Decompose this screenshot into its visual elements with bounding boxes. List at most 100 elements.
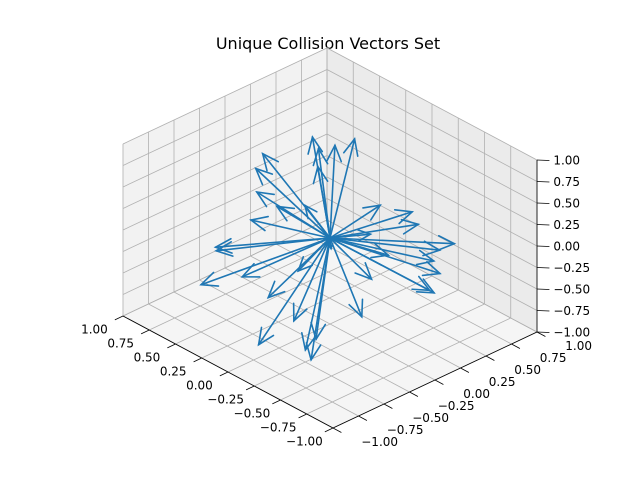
- y-tick-mark: [383, 403, 393, 409]
- vector-shaft: [329, 144, 336, 239]
- vector-arrow: [240, 237, 331, 278]
- y-tick-mark: [332, 427, 342, 433]
- grid-line: [326, 112, 538, 225]
- vector-head: [261, 152, 280, 172]
- vector-arrow: [292, 237, 331, 323]
- vector-arrow: [307, 135, 331, 239]
- vector-arrow: [305, 237, 331, 362]
- x-tick-mark: [114, 315, 124, 321]
- vector-arrow: [329, 218, 421, 239]
- vector-shaft: [255, 191, 331, 239]
- vector-arrow: [214, 237, 331, 257]
- x-tick-label: 0.25: [160, 364, 187, 378]
- grid-line: [175, 247, 380, 345]
- vector-head: [400, 218, 421, 235]
- vector-head: [357, 229, 373, 242]
- y-tick-label: −1.00: [361, 435, 398, 449]
- z-tick-label: 0.00: [553, 239, 580, 253]
- vector-arrow: [329, 237, 391, 259]
- y-tick-mark: [460, 367, 470, 373]
- chart-title: Unique Collision Vectors Set: [216, 34, 440, 53]
- grid-line: [326, 47, 538, 161]
- x-tick-mark: [245, 385, 255, 391]
- vector-shaft: [293, 237, 331, 322]
- vector-arrow: [329, 237, 364, 319]
- vector-head: [249, 215, 269, 232]
- vector-arrow: [199, 237, 331, 287]
- vector-arrow: [329, 234, 457, 251]
- z-tick-label: 0.25: [553, 218, 580, 232]
- vector-shaft: [329, 237, 390, 256]
- grid-line: [122, 47, 328, 145]
- grid-line: [122, 133, 328, 231]
- x-tick-label: −0.25: [207, 392, 244, 406]
- vector-shaft: [310, 237, 331, 361]
- y-tick-label: 0.50: [514, 363, 541, 377]
- x-tick-label: 0.00: [186, 378, 213, 392]
- vector-head: [415, 249, 436, 266]
- x-tick-label: 0.50: [134, 350, 161, 364]
- vector-head: [275, 205, 296, 222]
- vector-arrow: [257, 237, 331, 347]
- vector-shaft: [329, 237, 441, 251]
- y-tick-mark: [434, 379, 444, 385]
- x-tick-mark: [324, 427, 334, 433]
- grid-line: [301, 231, 512, 345]
- grid-line: [122, 219, 328, 317]
- grid-line: [250, 255, 461, 369]
- x-tick-label: −0.50: [234, 406, 271, 420]
- vector-head: [254, 167, 274, 186]
- grid-line: [224, 267, 436, 381]
- vector-arrow: [301, 237, 331, 352]
- x-tick-label: 0.75: [107, 336, 134, 350]
- vector-head: [266, 280, 286, 299]
- vector-head: [421, 260, 442, 277]
- y-tick-label: −0.25: [438, 399, 475, 413]
- vector-shaft: [329, 237, 373, 281]
- x-tick-mark: [140, 329, 150, 335]
- vector-arrow: [326, 143, 343, 239]
- x-tick-mark: [298, 413, 307, 419]
- y-tick-mark: [511, 343, 521, 349]
- y-tick-label: 1.00: [565, 339, 592, 353]
- vector-shaft: [329, 237, 435, 294]
- vector-shaft: [250, 219, 331, 239]
- vector-arrow: [255, 190, 331, 239]
- vector-head: [296, 256, 313, 273]
- vector-arrow: [329, 137, 359, 239]
- grid-line: [122, 90, 328, 188]
- vector-arrow: [303, 203, 331, 239]
- vector-head: [307, 135, 324, 155]
- y-tick-label: 0.00: [463, 387, 490, 401]
- vector-shaft: [329, 237, 363, 318]
- vector-arrow: [254, 167, 331, 239]
- vector-shaft: [304, 204, 331, 239]
- vector-arrow: [296, 237, 331, 273]
- y-tick-mark: [536, 331, 546, 337]
- vector-shaft: [311, 136, 331, 239]
- vector-head: [312, 146, 329, 167]
- x-tick-label: −0.75: [260, 420, 297, 434]
- vector-arrow: [329, 229, 373, 242]
- y-tick-mark: [485, 355, 495, 361]
- vector-shaft: [329, 233, 372, 239]
- vector-head: [370, 242, 391, 259]
- vector-arrow: [329, 237, 436, 294]
- grid-line: [122, 112, 328, 209]
- x-tick-mark: [219, 371, 229, 377]
- vector-arrow: [329, 204, 382, 239]
- vector-head: [292, 302, 308, 323]
- y-tick-label: −0.50: [412, 411, 449, 425]
- vector-shaft: [241, 237, 331, 278]
- vector-head: [199, 271, 220, 287]
- vector-head: [303, 203, 318, 220]
- vector-shaft: [329, 138, 356, 239]
- vector-head: [328, 244, 333, 251]
- y-tick-label: −0.75: [387, 423, 424, 437]
- z-tick-label: −0.25: [553, 261, 590, 275]
- grid-line: [326, 69, 538, 182]
- grid-line: [275, 243, 487, 357]
- vector-arrow: [249, 215, 331, 239]
- vector-shaft: [254, 167, 331, 239]
- x-tick-mark: [167, 343, 176, 349]
